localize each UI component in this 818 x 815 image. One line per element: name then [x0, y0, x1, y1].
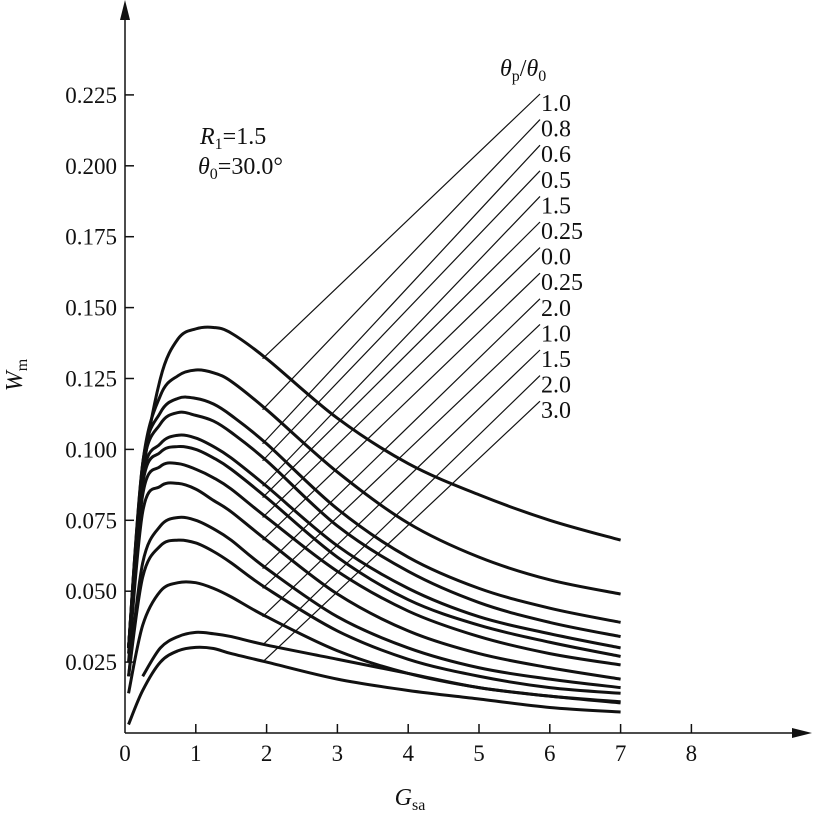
x-tick-label: 1 — [190, 741, 202, 766]
series-curve — [127, 444, 621, 658]
series-label: 0.8 — [541, 117, 571, 143]
y-axis-arrow — [120, 0, 130, 20]
leader-line — [262, 298, 541, 569]
y-tick-label: 0.075 — [65, 508, 117, 533]
leader-line — [262, 323, 541, 589]
y-axis-label: Wm — [2, 358, 31, 391]
series-label: 0.25 — [541, 219, 583, 245]
x-axis-label: Gsa — [395, 785, 426, 814]
series-curve — [127, 461, 621, 667]
leader-line — [262, 170, 541, 462]
leader-line — [262, 400, 541, 663]
series-label: 1.0 — [541, 91, 571, 117]
leader-line — [262, 349, 541, 618]
series-curve — [127, 410, 621, 649]
x-tick-label: 5 — [473, 741, 485, 766]
leader-line — [262, 195, 541, 487]
series-label: 1.5 — [541, 193, 571, 219]
leader-line — [262, 144, 541, 445]
y-tick-label: 0.050 — [65, 579, 117, 604]
series-label: 2.0 — [541, 296, 571, 322]
series-label: 0.0 — [541, 245, 571, 271]
y-tick-label: 0.025 — [65, 650, 117, 675]
series-curve — [127, 395, 621, 649]
series-label: 0.5 — [541, 168, 571, 194]
x-tick-label: 0 — [119, 741, 131, 766]
y-tick-label: 0.150 — [65, 296, 117, 321]
series-curve — [127, 481, 621, 681]
x-tick-label: 7 — [615, 741, 627, 766]
series-curve — [127, 538, 621, 695]
axes — [120, 0, 812, 738]
series-label: 2.0 — [541, 373, 571, 399]
leader-line — [262, 221, 541, 499]
y-tick-label: 0.225 — [65, 83, 117, 108]
leader-line — [262, 119, 541, 411]
series-label: 0.6 — [541, 142, 571, 168]
series-label: 1.5 — [541, 347, 571, 373]
y-tick-label: 0.100 — [65, 437, 117, 462]
series-label: 1.0 — [541, 321, 571, 347]
x-tick-label: 8 — [686, 741, 698, 766]
y-tick-label: 0.200 — [65, 154, 117, 179]
x-tick-label: 6 — [544, 741, 556, 766]
x-axis-arrow — [792, 728, 812, 738]
annotation-r1: R1=1.5 — [199, 124, 266, 153]
x-tick-label: 2 — [261, 741, 273, 766]
x-tick-label: 4 — [402, 741, 414, 766]
series-label: 0.25 — [541, 270, 583, 296]
annotation-theta0: θ0=30.0° — [198, 154, 283, 183]
leader-line — [262, 247, 541, 518]
series-curve — [127, 515, 621, 690]
y-tick-label: 0.175 — [65, 225, 117, 250]
leader-line — [262, 93, 541, 360]
leader-line — [262, 375, 541, 646]
x-tick-label: 3 — [332, 741, 344, 766]
series-curve — [141, 630, 621, 705]
leader-line — [262, 272, 541, 541]
series-label: 3.0 — [541, 398, 571, 424]
y-tick-label: 0.125 — [65, 367, 117, 392]
series-curve — [127, 645, 621, 726]
legend-title: θp/θ0 — [500, 56, 546, 85]
series-curve — [127, 368, 621, 649]
series-curve — [127, 433, 621, 650]
